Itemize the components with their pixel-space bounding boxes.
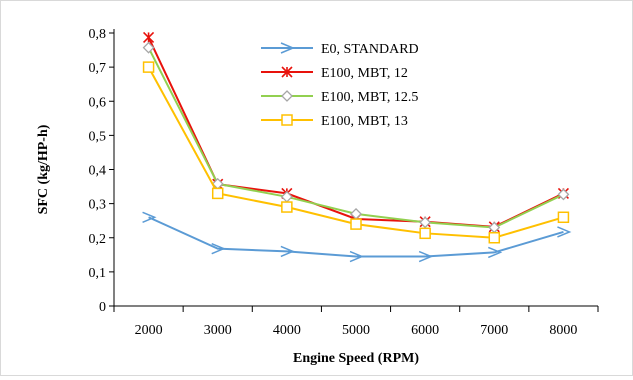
data-point-diamond bbox=[142, 41, 155, 54]
legend-entry-2: E100, MBT, 12 bbox=[261, 66, 408, 81]
data-point-diamond bbox=[557, 188, 570, 201]
data-point-asterisk bbox=[143, 31, 155, 44]
series-1 bbox=[142, 211, 572, 263]
legend-label: E100, MBT, 13 bbox=[321, 114, 408, 129]
y-tick-label: 0 bbox=[99, 300, 106, 315]
y-tick-label: 0,8 bbox=[89, 27, 107, 42]
series-line bbox=[148, 216, 564, 258]
data-point-square bbox=[281, 114, 293, 126]
data-point-square bbox=[488, 232, 501, 244]
series-3 bbox=[142, 41, 570, 234]
legend-entry-1: E0, STANDARD bbox=[261, 42, 419, 57]
y-tick-label: 0,4 bbox=[89, 164, 107, 179]
y-tick-label: 0,7 bbox=[89, 61, 107, 76]
data-point-arrow bbox=[280, 42, 295, 54]
y-axis-title: SFC (kg/HP-h) bbox=[36, 124, 51, 214]
y-tick-label: 0,3 bbox=[89, 198, 107, 213]
x-tick-label: 5000 bbox=[342, 323, 370, 338]
y-tick-label: 0,6 bbox=[89, 95, 107, 110]
data-point-diamond bbox=[281, 90, 293, 102]
data-point-square bbox=[281, 201, 293, 213]
legend-label: E100, MBT, 12 bbox=[321, 66, 408, 81]
y-tick-label: 0,5 bbox=[89, 129, 107, 144]
data-point-arrow bbox=[142, 211, 157, 223]
data-point-square bbox=[557, 211, 570, 224]
x-tick-label: 4000 bbox=[273, 323, 301, 338]
data-point-arrow bbox=[349, 250, 364, 263]
data-point-arrow bbox=[487, 246, 503, 259]
legend-entry-3: E100, MBT, 12.5 bbox=[261, 90, 418, 105]
x-tick-label: 2000 bbox=[135, 323, 163, 338]
data-point-diamond bbox=[419, 216, 432, 229]
y-tick-label: 0,2 bbox=[89, 232, 107, 247]
x-axis-title: Engine Speed (RPM) bbox=[293, 351, 419, 366]
data-point-square bbox=[211, 187, 224, 200]
data-point-square bbox=[350, 218, 362, 230]
series-layer bbox=[142, 31, 572, 263]
y-tick-label: 0,1 bbox=[89, 266, 107, 281]
legend-label: E0, STANDARD bbox=[321, 42, 419, 57]
legend: E0, STANDARD E100, MBT, 12 E100, MBT, 12.5… bbox=[261, 42, 419, 129]
x-tick-label: 6000 bbox=[411, 323, 439, 338]
data-point-arrow bbox=[418, 250, 434, 263]
legend-entry-4: E100, MBT, 13 bbox=[261, 114, 408, 129]
series-2 bbox=[143, 31, 569, 233]
x-tick-label: 7000 bbox=[480, 323, 508, 338]
axes: 0 0,1 0,2 0,3 0,4 0,5 0,6 0,7 0,8 2000 3000 4000 500… bbox=[89, 27, 599, 338]
data-point-arrow bbox=[280, 245, 295, 258]
data-point-arrow bbox=[557, 226, 572, 238]
data-point-square bbox=[142, 61, 155, 73]
legend-label: E100, MBT, 12.5 bbox=[321, 90, 418, 105]
series-4 bbox=[142, 61, 570, 244]
x-tick-label: 8000 bbox=[549, 323, 577, 338]
x-tick-label: 3000 bbox=[204, 323, 232, 338]
data-point-square bbox=[419, 227, 431, 240]
data-point-asterisk bbox=[281, 66, 293, 78]
data-point-arrow bbox=[211, 242, 226, 255]
